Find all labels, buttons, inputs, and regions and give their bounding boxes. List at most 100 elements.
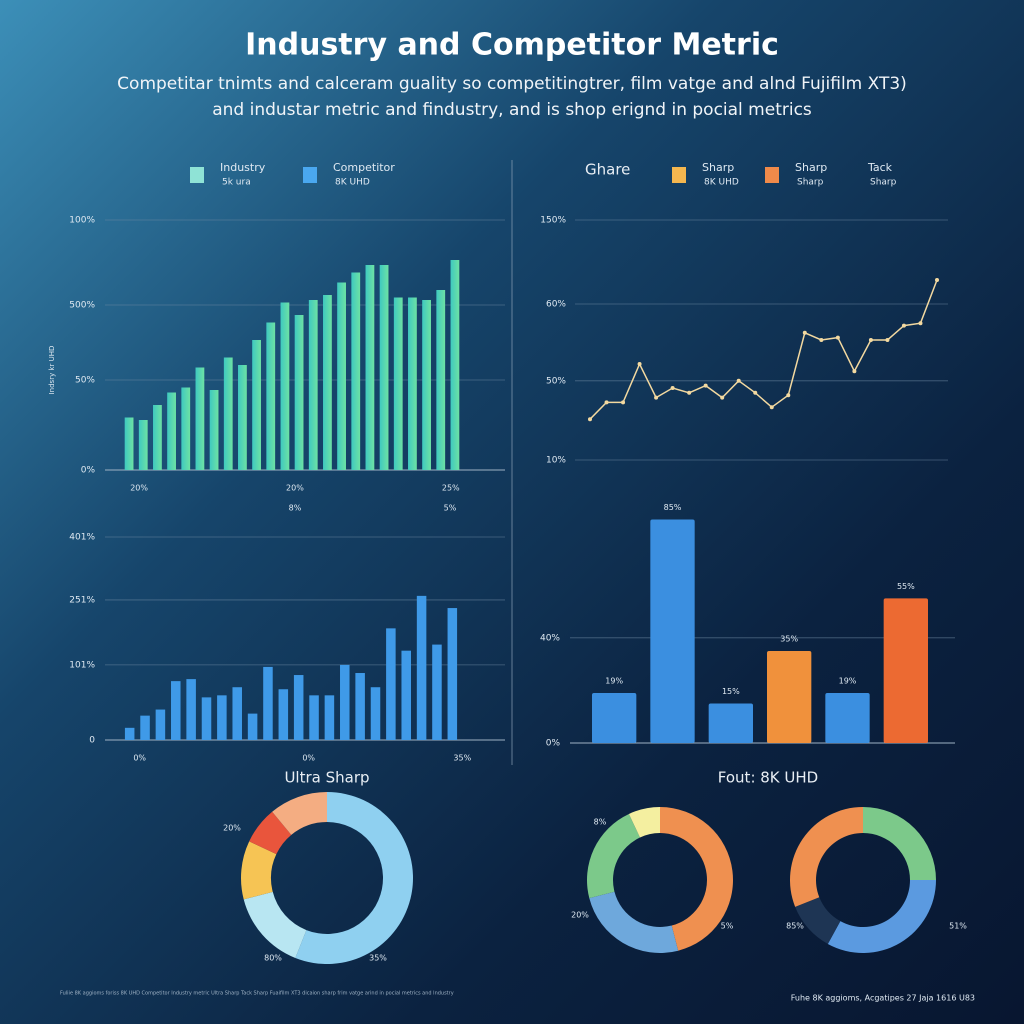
point [588, 417, 592, 422]
bar [124, 727, 135, 740]
y-tick-label: 100% [69, 216, 95, 226]
y-tick-label: 10% [546, 456, 566, 466]
value-label: 15% [722, 687, 740, 696]
legend-label: 5k ura [222, 178, 251, 188]
donut-segment [863, 807, 936, 880]
point [637, 362, 642, 366]
point [687, 390, 692, 395]
annotation: 20% [571, 911, 589, 920]
y-tick-label: 251% [69, 595, 95, 605]
y-tick-label: 500% [69, 301, 95, 311]
donut-segment [295, 792, 414, 964]
bar [124, 417, 134, 470]
subtitle: and industar metric and findustry, and i… [212, 100, 812, 120]
bar [355, 673, 365, 740]
point [769, 405, 774, 410]
bar [447, 608, 458, 740]
annotation: 51% [949, 922, 967, 931]
donut-segment [660, 807, 733, 951]
annotation: 8% [289, 504, 302, 513]
bar [232, 687, 242, 740]
y-tick-label: 60% [546, 300, 566, 310]
bar [252, 340, 261, 470]
legend-label: 8K UHD [704, 178, 739, 188]
bar [825, 693, 870, 743]
bar [294, 315, 304, 470]
chart-title: Fout: 8K UHD [718, 769, 818, 787]
y-tick-label: 401% [69, 533, 95, 543]
bar [436, 290, 446, 470]
title: Industry and Competitor Metric [245, 28, 779, 63]
legend-label: Industry [220, 161, 266, 174]
donut-segment [790, 807, 863, 907]
donut-segment [243, 891, 307, 958]
legend-swatch [765, 167, 779, 183]
annotation: 80% [264, 954, 282, 963]
value-label: 19% [605, 677, 623, 686]
value-label: 19% [839, 677, 857, 686]
donut-segment [587, 813, 640, 899]
y-tick-label: 0 [89, 736, 95, 746]
bar [195, 367, 205, 470]
bar [650, 519, 695, 743]
bar [401, 650, 411, 740]
y-tick-label: 50% [75, 376, 95, 386]
point [654, 395, 659, 400]
bar [370, 687, 381, 740]
y-tick-label: 0% [546, 739, 561, 749]
legend-label: Sharp [870, 178, 897, 188]
bar [708, 703, 753, 743]
point [670, 386, 675, 390]
point [885, 338, 890, 342]
donut-segment [589, 891, 679, 953]
point [786, 393, 791, 398]
donut-segment [827, 880, 936, 953]
x-tick-label: 25% [442, 484, 460, 493]
legend-swatch [303, 167, 317, 183]
legend-label: Sharp [795, 161, 827, 174]
y-tick-label: 0% [81, 466, 96, 476]
bar [337, 282, 346, 470]
value-label: 55% [897, 582, 915, 591]
point [819, 338, 824, 342]
bar [238, 365, 247, 470]
bar [247, 713, 258, 740]
bar [883, 598, 928, 743]
point [604, 400, 609, 405]
bar [323, 295, 332, 470]
annotation: 85% [786, 922, 804, 931]
legend-swatch [672, 167, 686, 183]
bar [278, 689, 289, 740]
bar [293, 675, 304, 740]
point [621, 400, 626, 405]
value-label: 35% [780, 634, 798, 643]
point [835, 335, 840, 340]
y-tick-label: 50% [546, 376, 566, 386]
chart-title: Ghare [585, 161, 630, 179]
line [589, 279, 938, 420]
bar [416, 595, 427, 740]
bar [351, 272, 361, 470]
point [852, 369, 857, 374]
legend-label: 8K UHD [335, 178, 370, 188]
legend-label: Sharp [702, 161, 734, 174]
bar [309, 695, 319, 740]
y-tick-label: 101% [69, 660, 95, 670]
point [868, 338, 873, 342]
annotation: 5% [444, 504, 457, 513]
subtitle: Competitar tnimts and calceram guality s… [117, 74, 907, 94]
y-axis-label: Indsry kr UHD [48, 346, 56, 395]
bar [386, 628, 396, 740]
point [720, 395, 725, 400]
bar [181, 387, 191, 470]
bar [592, 693, 637, 743]
bar [140, 715, 150, 740]
value-label: 85% [664, 503, 682, 512]
point [802, 330, 807, 335]
bar [324, 695, 335, 740]
donut-segment [249, 811, 292, 855]
bar [138, 420, 148, 470]
point [703, 383, 708, 388]
